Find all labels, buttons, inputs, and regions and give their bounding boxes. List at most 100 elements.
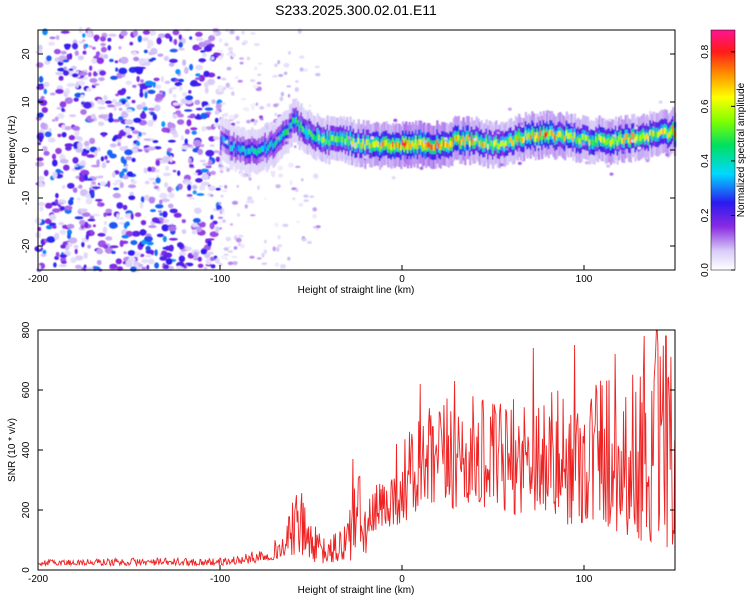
- noise-cell: [168, 244, 174, 252]
- noise-cell: [96, 159, 100, 166]
- noise-cell: [84, 43, 89, 48]
- ridge-cell: [490, 140, 493, 147]
- noise-cell: [127, 184, 137, 189]
- ridge-cell: [323, 136, 326, 143]
- sparse-cell: [229, 29, 235, 35]
- ridge-cell: [306, 130, 310, 136]
- ridge-cell: [654, 131, 657, 138]
- sparse-cell: [229, 223, 234, 226]
- noise-cell: [162, 247, 167, 250]
- noise-cell: [35, 161, 45, 167]
- ridge-cell: [523, 136, 526, 143]
- noise-cell: [195, 31, 203, 37]
- snr-x-ticks: -200 -100 0 100: [28, 565, 593, 585]
- sparse-cell: [237, 79, 243, 83]
- ridge-cell: [297, 120, 300, 126]
- ridge-cell: [665, 128, 668, 135]
- ridge-halo-cell: [612, 134, 617, 138]
- noise-cell: [161, 121, 166, 128]
- ridge-cell: [252, 147, 256, 154]
- sparse-cell: [275, 247, 280, 252]
- ridge-cell: [421, 142, 424, 149]
- noise-cell: [139, 112, 147, 120]
- ridge-cell: [477, 137, 480, 144]
- ridge-cell: [432, 144, 436, 151]
- ridge-cell: [622, 138, 626, 145]
- ridge-cell: [568, 133, 572, 139]
- noise-cell: [162, 235, 167, 243]
- sparse-cell: [283, 62, 290, 68]
- sparse-cell: [298, 202, 304, 207]
- colorbar-label: Normalized spectral amplitude: [736, 82, 747, 217]
- noise-cell: [117, 142, 121, 147]
- colorbar-tick-label: 0.2: [700, 208, 711, 222]
- noise-cell: [83, 101, 92, 109]
- noise-cell: [130, 266, 137, 273]
- noise-cell: [102, 226, 108, 234]
- spectrogram-y-tick-label: 10: [21, 96, 32, 108]
- noise-cell: [195, 73, 201, 77]
- ridge-cell: [362, 138, 365, 145]
- noise-cell: [125, 259, 132, 267]
- ridge-cell: [410, 143, 413, 150]
- noise-cell: [58, 202, 64, 205]
- ridge-cell: [439, 144, 442, 150]
- noise-cell: [118, 107, 123, 111]
- ridge-halo-cell: [504, 145, 509, 149]
- noise-cell: [59, 158, 69, 164]
- noise-cell: [136, 75, 140, 83]
- sparse-cell: [218, 216, 223, 219]
- ridge-cell: [221, 135, 224, 142]
- noise-cell: [55, 147, 62, 155]
- ridge-cell: [550, 129, 554, 136]
- noise-cell: [184, 138, 188, 145]
- spectrogram-cells: [34, 26, 677, 273]
- ridge-cell: [644, 135, 647, 141]
- chart-title: S233.2025.300.02.01.E11: [275, 2, 437, 18]
- noise-cell: [107, 45, 112, 51]
- noise-cell: [105, 208, 113, 214]
- noise-cell: [54, 199, 59, 205]
- noise-cell: [108, 117, 114, 123]
- spectrogram-y-label: Frequency (Hz): [7, 116, 18, 185]
- noise-cell: [154, 220, 162, 224]
- sparse-cell: [231, 200, 239, 205]
- noise-cell: [91, 58, 99, 64]
- noise-cell: [157, 53, 164, 57]
- ridge-cell: [547, 133, 550, 140]
- ridge-cell: [239, 147, 243, 153]
- ridge-cell: [606, 138, 609, 145]
- noise-cell: [198, 74, 205, 82]
- noise-cell: [211, 56, 215, 60]
- noise-cell: [141, 258, 149, 264]
- noise-cell: [68, 135, 76, 141]
- sparse-cell: [227, 250, 233, 253]
- noise-cell: [187, 184, 192, 191]
- noise-cell: [49, 92, 56, 96]
- noise-cell: [107, 37, 112, 42]
- ridge-cell: [403, 142, 406, 149]
- ridge-cell: [337, 136, 341, 143]
- sparse-cell: [236, 185, 240, 188]
- snr-x-tick-label: -100: [210, 574, 230, 585]
- sparse-cell: [244, 204, 248, 209]
- sparse-cell: [218, 119, 223, 122]
- sparse-cell: [219, 220, 222, 226]
- noise-cell: [62, 59, 69, 63]
- noise-cell: [109, 153, 117, 159]
- sparse-cell: [246, 119, 251, 124]
- sparse-cell: [241, 30, 245, 35]
- sparse-cell: [315, 225, 321, 229]
- ridge-cell: [634, 137, 637, 143]
- noise-cell: [89, 65, 93, 71]
- noise-cell: [57, 113, 65, 119]
- noise-cell: [150, 57, 157, 61]
- sparse-cell: [312, 214, 317, 219]
- noise-cell: [123, 127, 132, 133]
- noise-cell: [209, 144, 215, 148]
- noise-cell: [74, 216, 84, 220]
- sparse-cell: [277, 244, 283, 248]
- noise-cell: [96, 248, 104, 255]
- noise-cell: [63, 43, 72, 48]
- ridge-cell: [578, 138, 582, 145]
